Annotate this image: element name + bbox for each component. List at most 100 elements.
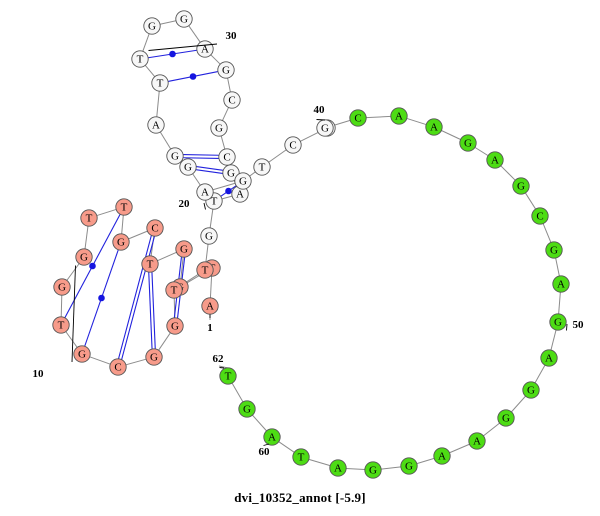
- backbone-link: [221, 107, 230, 121]
- nucleotide-node[interactable]: A: [425, 118, 443, 136]
- backbone-link: [158, 332, 171, 351]
- nucleotide-node[interactable]: A: [552, 275, 570, 293]
- nucleotide-node[interactable]: G: [234, 172, 252, 190]
- nucleotide-node[interactable]: A: [540, 349, 558, 367]
- nucleotide-node[interactable]: G: [238, 400, 256, 418]
- position-leader-line: [148, 43, 218, 51]
- nucleotide-node[interactable]: T: [219, 367, 237, 385]
- nucleotide-letter: G: [184, 162, 192, 174]
- nucleotide-node[interactable]: G: [459, 134, 477, 152]
- nucleotide-letter: G: [369, 465, 377, 477]
- nucleotide-letter: A: [201, 44, 209, 56]
- backbone-link: [159, 20, 177, 25]
- nucleotide-node[interactable]: C: [531, 207, 549, 225]
- nucleotide-node[interactable]: C: [218, 148, 236, 166]
- nucleotide-node[interactable]: A: [196, 183, 214, 201]
- position-label: 40: [314, 104, 326, 116]
- nucleotide-node[interactable]: A: [433, 447, 451, 465]
- nucleotide-circle: [238, 400, 256, 418]
- position-label-layer: 1 10 20 30 40 50 60 62: [33, 30, 585, 458]
- nucleotide-node[interactable]: G: [175, 10, 193, 28]
- backbone-link: [555, 257, 560, 277]
- position-label: 60: [259, 446, 271, 458]
- nucleotide-circle: [147, 116, 165, 134]
- nucleotide-node[interactable]: T: [115, 198, 133, 216]
- nucleotide-letter: T: [157, 78, 164, 90]
- nucleotide-letter: T: [147, 259, 154, 271]
- backbone-link: [144, 64, 156, 78]
- nucleotide-node[interactable]: T: [131, 50, 149, 68]
- nucleotide-node[interactable]: G: [53, 278, 71, 296]
- backbone-link: [524, 192, 537, 210]
- nucleotide-node[interactable]: G: [166, 317, 184, 335]
- nucleotide-node[interactable]: G: [143, 17, 161, 35]
- nucleotide-node[interactable]: C: [146, 219, 164, 237]
- nucleotide-circle: [223, 91, 241, 109]
- nucleotide-node[interactable]: G: [73, 345, 91, 363]
- nucleotide-node[interactable]: A: [468, 432, 486, 450]
- backbone-link: [441, 130, 461, 140]
- nucleotide-circle: [468, 432, 486, 450]
- nucleotide-node[interactable]: C: [349, 109, 367, 127]
- nucleotide-node[interactable]: G: [75, 248, 93, 266]
- nucleotide-circle: [400, 457, 418, 475]
- nucleotide-letter: T: [121, 202, 128, 214]
- nucleotide-node[interactable]: A: [486, 151, 504, 169]
- nucleotide-node[interactable]: A: [390, 107, 408, 125]
- nucleotide-node[interactable]: T: [253, 158, 271, 176]
- nucleotide-letter: G: [243, 404, 251, 416]
- nucleotide-node[interactable]: C: [284, 136, 302, 154]
- nucleotide-node[interactable]: G: [145, 348, 163, 366]
- backbone-link: [231, 382, 244, 403]
- nucleotide-node[interactable]: G: [166, 147, 184, 165]
- nucleotide-node[interactable]: T: [151, 74, 169, 92]
- nucleotide-letter: G: [150, 352, 158, 364]
- nucleotide-letter: A: [557, 279, 565, 291]
- nucleotide-letter: G: [527, 385, 535, 397]
- nucleotide-circle: [146, 219, 164, 237]
- base-pair-line: [183, 157, 219, 159]
- nucleotide-node[interactable]: A: [201, 297, 219, 315]
- nucleotide-node[interactable]: G: [364, 461, 382, 479]
- backbone-link: [449, 443, 470, 454]
- nucleotide-node[interactable]: G: [522, 381, 540, 399]
- nucleotide-node[interactable]: G: [179, 158, 197, 176]
- nucleotide-node[interactable]: T: [165, 281, 183, 299]
- nucleotide-letter: T: [259, 162, 266, 174]
- nucleotide-node[interactable]: G: [222, 164, 240, 182]
- backbone-link: [205, 244, 209, 262]
- backbone-link: [188, 25, 201, 43]
- nucleotide-node[interactable]: G: [400, 457, 418, 475]
- nucleotide-node[interactable]: T: [52, 316, 70, 334]
- nucleotide-node[interactable]: A: [263, 428, 281, 446]
- nucleotide-circle: [166, 317, 184, 335]
- backbone-link: [66, 263, 80, 281]
- nucleotide-node[interactable]: G: [175, 240, 193, 258]
- nucleotide-letter: G: [205, 231, 213, 243]
- nucleotide-node[interactable]: G: [217, 61, 235, 79]
- nucleotide-letter: A: [334, 463, 342, 475]
- nucleotide-node[interactable]: C: [223, 91, 241, 109]
- nucleotide-node[interactable]: G: [112, 233, 130, 251]
- backbone-link: [558, 292, 561, 314]
- nucleotide-node[interactable]: T: [292, 448, 310, 466]
- nucleotide-node[interactable]: C: [109, 358, 127, 376]
- nucleotide-node[interactable]: T: [80, 209, 98, 227]
- backbone-link: [157, 251, 177, 262]
- nucleotide-node[interactable]: A: [147, 116, 165, 134]
- base-pair-line: [195, 169, 223, 174]
- nucleotide-node[interactable]: A: [329, 459, 347, 477]
- nucleotide-node[interactable]: G: [200, 227, 218, 245]
- nucleotide-node[interactable]: T: [196, 261, 214, 279]
- nucleotide-node[interactable]: G: [497, 409, 515, 427]
- nucleotide-node[interactable]: G: [549, 313, 567, 331]
- backbone-link: [159, 131, 172, 150]
- nucleotide-node[interactable]: A: [196, 40, 214, 58]
- nucleotide-node[interactable]: G: [316, 119, 334, 137]
- nucleotide-node[interactable]: T: [141, 255, 159, 273]
- backbone-link: [416, 457, 435, 465]
- nucleotide-node[interactable]: G: [512, 177, 530, 195]
- nucleotide-node[interactable]: G: [210, 119, 228, 137]
- nucleotide-node[interactable]: G: [545, 241, 563, 259]
